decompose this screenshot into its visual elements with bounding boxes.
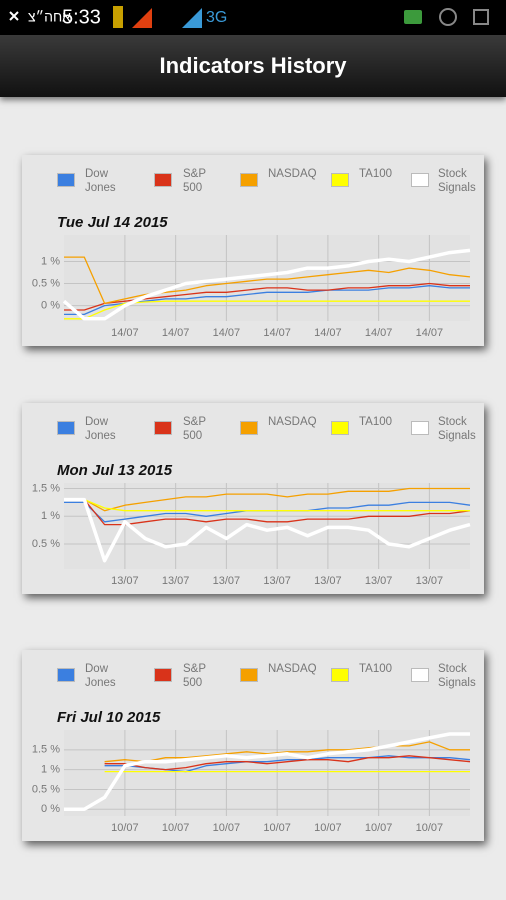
legend-label: NASDAQ xyxy=(268,416,317,428)
series-line xyxy=(64,498,470,512)
header: Indicators History xyxy=(0,35,506,97)
series-line xyxy=(64,498,471,526)
title: Indicators History xyxy=(159,53,347,78)
series-line xyxy=(64,282,470,311)
y-tick-label: 0.5 % xyxy=(32,277,60,289)
x-tick-label: 14/07 xyxy=(162,327,190,339)
x-tick-label: 14/07 xyxy=(263,327,291,339)
battery xyxy=(113,6,123,28)
legend-label: Stock Signals xyxy=(438,663,476,689)
legend-swatch xyxy=(57,668,75,682)
legend-swatch xyxy=(331,421,349,435)
chart-title: Mon Jul 13 2015 xyxy=(57,462,173,479)
x-tick-label: 10/07 xyxy=(162,822,190,834)
series-line xyxy=(64,256,471,305)
legend-label: TA100 xyxy=(359,663,393,675)
legend-swatch xyxy=(331,173,349,187)
x-tick-label: 10/07 xyxy=(416,822,444,834)
chart-card: Dow Jones S&P 500 NASDAQ TA100 Stock Signals… xyxy=(22,403,484,594)
chart: Fri Jul 10 2015 0 % 0.5 % 1 % 1.5 % 10/07 10/0… xyxy=(32,709,471,834)
series-line xyxy=(64,487,470,512)
x-tick-label: 10/07 xyxy=(314,822,342,834)
usb-icon xyxy=(9,11,19,21)
legend-label: Stock Signals xyxy=(438,168,476,194)
chart: Tue Jul 14 2015 0 % 0.5 % 1 % 14/07 14/07 14/0… xyxy=(32,214,471,339)
legend-swatch xyxy=(411,668,429,682)
legend-label: Stock Signals xyxy=(438,416,476,442)
x-tick-label: 13/07 xyxy=(365,575,393,587)
x-tick-label: 13/07 xyxy=(162,575,190,587)
x-tick-label: 13/07 xyxy=(213,575,241,587)
legend-swatch xyxy=(154,668,172,682)
signal-2 xyxy=(182,8,202,28)
legend-label: NASDAQ xyxy=(268,663,317,675)
x-tick-label: 13/07 xyxy=(314,575,342,587)
x-tick-label: 10/07 xyxy=(365,822,393,834)
period: אחה״צ xyxy=(28,9,71,25)
y-tick-label: 1 % xyxy=(41,510,60,522)
legend-swatch xyxy=(154,173,172,187)
chart-card: Dow Jones S&P 500 NASDAQ TA100 Stock Signals… xyxy=(22,155,484,346)
x-tick-label: 14/07 xyxy=(314,327,342,339)
legend-label: TA100 xyxy=(359,168,393,180)
time: 5:33 xyxy=(62,6,101,28)
legend-label: NASDAQ xyxy=(268,168,317,180)
x-tick-label: 10/07 xyxy=(213,822,241,834)
series-line xyxy=(104,755,471,771)
signal-1 xyxy=(132,8,152,28)
chart-title: Fri Jul 10 2015 xyxy=(57,709,161,726)
legend-swatch xyxy=(411,421,429,435)
legend-label: Dow Jones xyxy=(85,168,116,194)
series-line xyxy=(64,497,471,563)
chart-title: Tue Jul 14 2015 xyxy=(57,214,168,231)
app-icon xyxy=(404,10,422,24)
legend-swatch xyxy=(240,421,258,435)
x-tick-label: 10/07 xyxy=(263,822,291,834)
y-tick-label: 1.5 % xyxy=(32,482,60,494)
y-tick-label: 1 % xyxy=(41,764,60,776)
legend-swatch xyxy=(240,668,258,682)
status-icons: אחה״צ 5:33 3G xyxy=(9,6,489,28)
x-tick-label: 13/07 xyxy=(263,575,291,587)
y-tick-label: 1 % xyxy=(41,255,60,267)
legend-label: S&P 500 xyxy=(183,168,206,194)
series-line xyxy=(64,732,470,812)
legend-label: TA100 xyxy=(359,416,393,428)
y-tick-label: 1.5 % xyxy=(32,744,60,756)
legend-swatch xyxy=(240,173,258,187)
legend-swatch xyxy=(57,173,75,187)
status-bar: אחה״צ 5:33 3G xyxy=(0,0,506,35)
chart-card: Dow Jones S&P 500 NASDAQ TA100 Stock Signals… xyxy=(22,650,484,841)
y-tick-label: 0.5 % xyxy=(32,538,60,550)
x-tick-label: 13/07 xyxy=(416,575,444,587)
legend-swatch xyxy=(411,173,429,187)
x-tick-label: 10/07 xyxy=(111,822,139,834)
x-tick-label: 14/07 xyxy=(365,327,393,339)
legend-label: S&P 500 xyxy=(183,416,206,442)
y-tick-label: 0 % xyxy=(41,803,60,815)
y-tick-label: 0.5 % xyxy=(32,783,60,795)
chart: Mon Jul 13 2015 0.5 % 1 % 1.5 % 13/07 13/07 13… xyxy=(32,462,471,587)
y-tick-label: 0 % xyxy=(41,299,60,311)
x-tick-label: 14/07 xyxy=(213,327,241,339)
x-tick-label: 14/07 xyxy=(111,327,139,339)
series-line xyxy=(104,741,470,763)
plot-area xyxy=(64,235,470,321)
sync-icon xyxy=(439,8,457,26)
x-tick-label: 14/07 xyxy=(416,327,444,339)
network: 3G xyxy=(206,9,227,26)
legend-swatch xyxy=(154,421,172,435)
legend-label: Dow Jones xyxy=(85,416,116,442)
image-icon xyxy=(473,9,489,25)
series-line xyxy=(62,248,471,321)
legend-swatch xyxy=(331,668,349,682)
legend-label: Dow Jones xyxy=(85,663,116,689)
legend-swatch xyxy=(57,421,75,435)
legend-label: S&P 500 xyxy=(183,663,206,689)
x-tick-label: 13/07 xyxy=(111,575,139,587)
